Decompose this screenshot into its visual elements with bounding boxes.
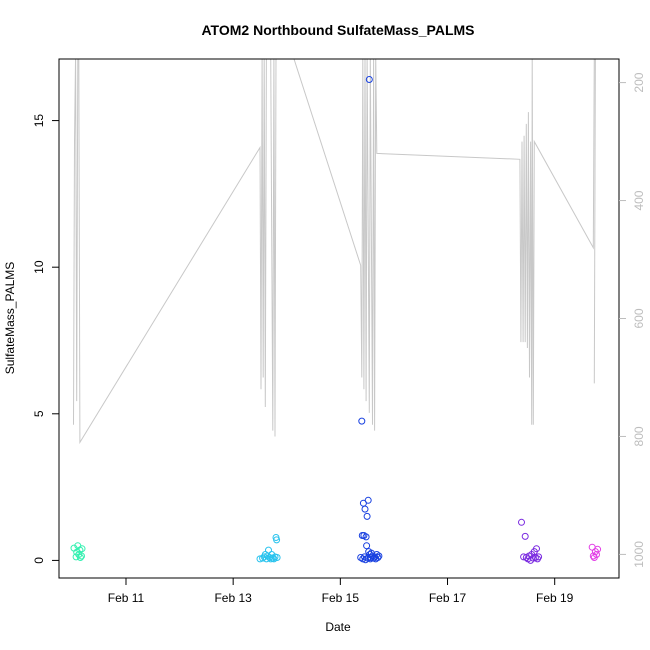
data-point [367,554,375,561]
y-tick-label: 5 [32,410,46,417]
x-tick-label: Feb 17 [429,591,467,605]
data-point [363,542,371,550]
data-point [364,496,372,504]
scatter-points-layer [70,76,602,564]
data-point [362,533,370,541]
y-axis: 0 5 10 15 [32,114,59,564]
data-point [358,417,366,425]
data-point [361,505,369,513]
y-right-tick-label: 800 [632,426,646,446]
data-point [373,551,381,558]
x-axis-label: Date [325,620,351,634]
data-point [375,552,383,560]
y-axis-label: SulfateMass_PALMS [3,262,17,375]
data-point [78,552,85,560]
data-point [535,553,543,561]
x-tick-label: Feb 15 [322,591,360,605]
plot-frame [58,58,620,579]
data-point [365,76,373,83]
y-right-tick-label: 600 [632,308,646,328]
altitude-series-line [73,59,596,445]
data-point [273,554,281,561]
data-point [78,545,86,553]
y-tick-label: 0 [32,557,46,564]
data-point [589,552,597,560]
data-point [533,545,540,553]
y-right-tick-label: 1000 [632,541,646,568]
y-right-tick-label: 400 [632,190,646,210]
data-point [594,545,602,553]
data-point [518,518,525,526]
y-right-tick-label: 200 [632,72,646,92]
y-axis-right: 200 400 600 800 1000 [619,72,646,568]
altitude-line-layer [73,59,596,445]
data-point [76,554,84,561]
chart-title: ATOM2 Northbound SulfateMass_PALMS [201,22,474,38]
data-point [273,536,281,544]
x-tick-label: Feb 19 [536,591,574,605]
data-point [521,532,529,540]
x-tick-label: Feb 11 [108,591,145,605]
data-point [593,551,600,558]
x-tick-label: Feb 13 [214,591,252,605]
y-tick-label: 10 [32,260,46,274]
y-tick-label: 15 [32,114,46,128]
data-point [374,554,382,561]
x-axis: Feb 11 Feb 13 Feb 15 Feb 17 Feb 19 [108,578,574,605]
data-point [363,512,371,520]
